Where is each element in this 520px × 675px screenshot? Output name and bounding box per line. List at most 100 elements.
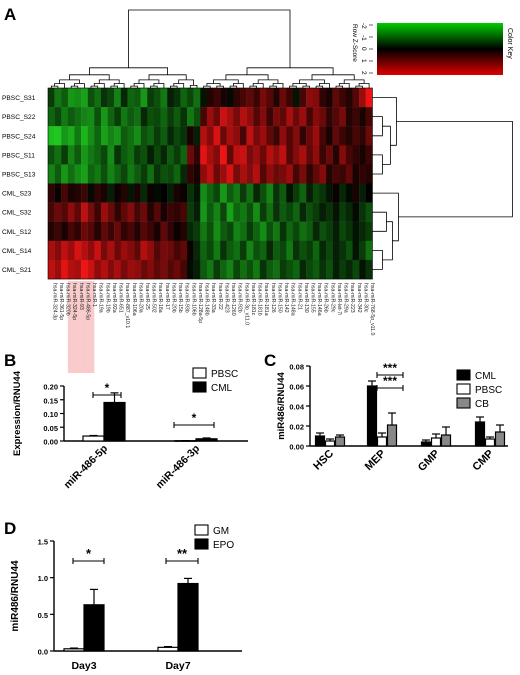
heatmap-cell (180, 126, 188, 146)
heatmap-cell (306, 183, 313, 203)
column-label: hsa-miR-20b (170, 283, 176, 313)
heatmap-cell (107, 202, 115, 222)
heatmap-cell (306, 221, 313, 241)
heatmap-cell (273, 164, 280, 184)
heatmap-cell (266, 221, 274, 241)
heatmap-cell (306, 259, 313, 280)
heatmap-cell (326, 107, 333, 127)
heatmap-cell (187, 202, 194, 222)
heatmap-cell (173, 126, 181, 146)
heatmap-cell (292, 202, 300, 222)
dendrogram-branch (189, 85, 198, 88)
heatmap-cell (246, 221, 254, 241)
heatmap-cell (345, 221, 353, 241)
y-tick-label: 0.15 (43, 396, 58, 405)
y-tick-label: 0.02 (289, 423, 304, 432)
heatmap-cell (48, 202, 55, 222)
heatmap-cell (140, 259, 148, 280)
heatmap-cell (226, 107, 234, 127)
heatmap-cell (266, 183, 274, 203)
dendrogram-branch (138, 79, 160, 84)
heatmap-cell (67, 107, 75, 127)
heatmap-cell (233, 145, 241, 165)
heatmap-cell (292, 164, 300, 184)
column-label: hsa-miR-1 (91, 283, 97, 307)
heatmap-cell (61, 259, 69, 280)
heatmap-cell (365, 202, 373, 222)
highlight-column (67, 281, 75, 373)
legend-swatch (194, 524, 209, 536)
heatmap-cell (220, 107, 227, 127)
bar (157, 646, 179, 652)
heatmap-cell (259, 164, 267, 184)
legend-swatch (192, 381, 207, 393)
heatmap-cell (345, 126, 353, 146)
category-label: miR-486-3p (154, 443, 203, 492)
heatmap-cell (167, 126, 174, 146)
heatmap-cell (74, 259, 82, 280)
color-key-tick-label: -1 (360, 35, 367, 41)
heatmap-cell (213, 145, 221, 165)
bar (314, 435, 326, 447)
heatmap-cell (200, 240, 208, 261)
heatmap-border (47, 87, 373, 280)
heatmap-cell (299, 126, 307, 146)
heatmap-cell (147, 202, 155, 222)
heatmap-cell (312, 240, 320, 261)
row-dendrogram-branch (372, 154, 383, 175)
row-label: PBSC_S31 (2, 95, 36, 102)
heatmap-cell (292, 259, 300, 280)
y-tick-label: 0.05 (43, 424, 58, 433)
heatmap-cell (246, 240, 254, 261)
heatmap-cell (339, 183, 347, 203)
heatmap-cell (266, 240, 274, 261)
heatmap-cell (81, 221, 88, 241)
heatmap-cell (94, 259, 102, 280)
heatmap-cell (81, 126, 88, 146)
heatmap-cell (286, 202, 294, 222)
heatmap-cell (107, 145, 115, 165)
heatmap-cell (200, 88, 208, 108)
heatmap-cell (160, 88, 168, 108)
heatmap-cell (259, 202, 267, 222)
heatmap-cell (153, 145, 161, 165)
heatmap-cell (352, 107, 360, 127)
heatmap-cell (332, 145, 340, 165)
heatmap-cell (134, 221, 141, 241)
row-label: CML_S12 (2, 229, 32, 236)
heatmap-cell (352, 126, 360, 146)
column-label: hsa-miR-181b (257, 283, 263, 316)
heatmap-cell (306, 88, 313, 108)
dendrogram-branch (89, 67, 168, 75)
heatmap-cell (74, 240, 82, 261)
heatmap-cell (299, 183, 307, 203)
heatmap-cell (187, 88, 194, 108)
heatmap-cell (286, 183, 294, 203)
heatmap-cell (286, 126, 294, 146)
heatmap-cell (100, 126, 108, 146)
bar (82, 435, 105, 442)
column-label: hsa-miR-146a (316, 283, 322, 316)
heatmap-cell (81, 240, 88, 261)
y-tick-label: 0.08 (289, 363, 304, 372)
y-axis-label: Expression/RNU44 (12, 370, 23, 456)
heatmap-cell (273, 107, 280, 127)
heatmap-cell (54, 126, 62, 146)
heatmap-cell (266, 202, 274, 222)
heatmap-cell (120, 202, 128, 222)
heatmap-cell (87, 183, 95, 203)
heatmap-cell (246, 202, 254, 222)
heatmap-cell (319, 126, 327, 146)
heatmap-cell (67, 126, 75, 146)
row-dendrogram-branch (372, 211, 387, 232)
heatmap-cell (306, 164, 313, 184)
significance-label: *** (383, 374, 397, 388)
heatmap-cell (273, 88, 280, 108)
y-axis-label: miR486/RNU44 (10, 560, 21, 632)
heatmap-cell (87, 145, 95, 165)
significance-label: ** (177, 546, 188, 561)
heatmap-cell (312, 202, 320, 222)
heatmap-cell (292, 183, 300, 203)
heatmap-cell (226, 183, 234, 203)
